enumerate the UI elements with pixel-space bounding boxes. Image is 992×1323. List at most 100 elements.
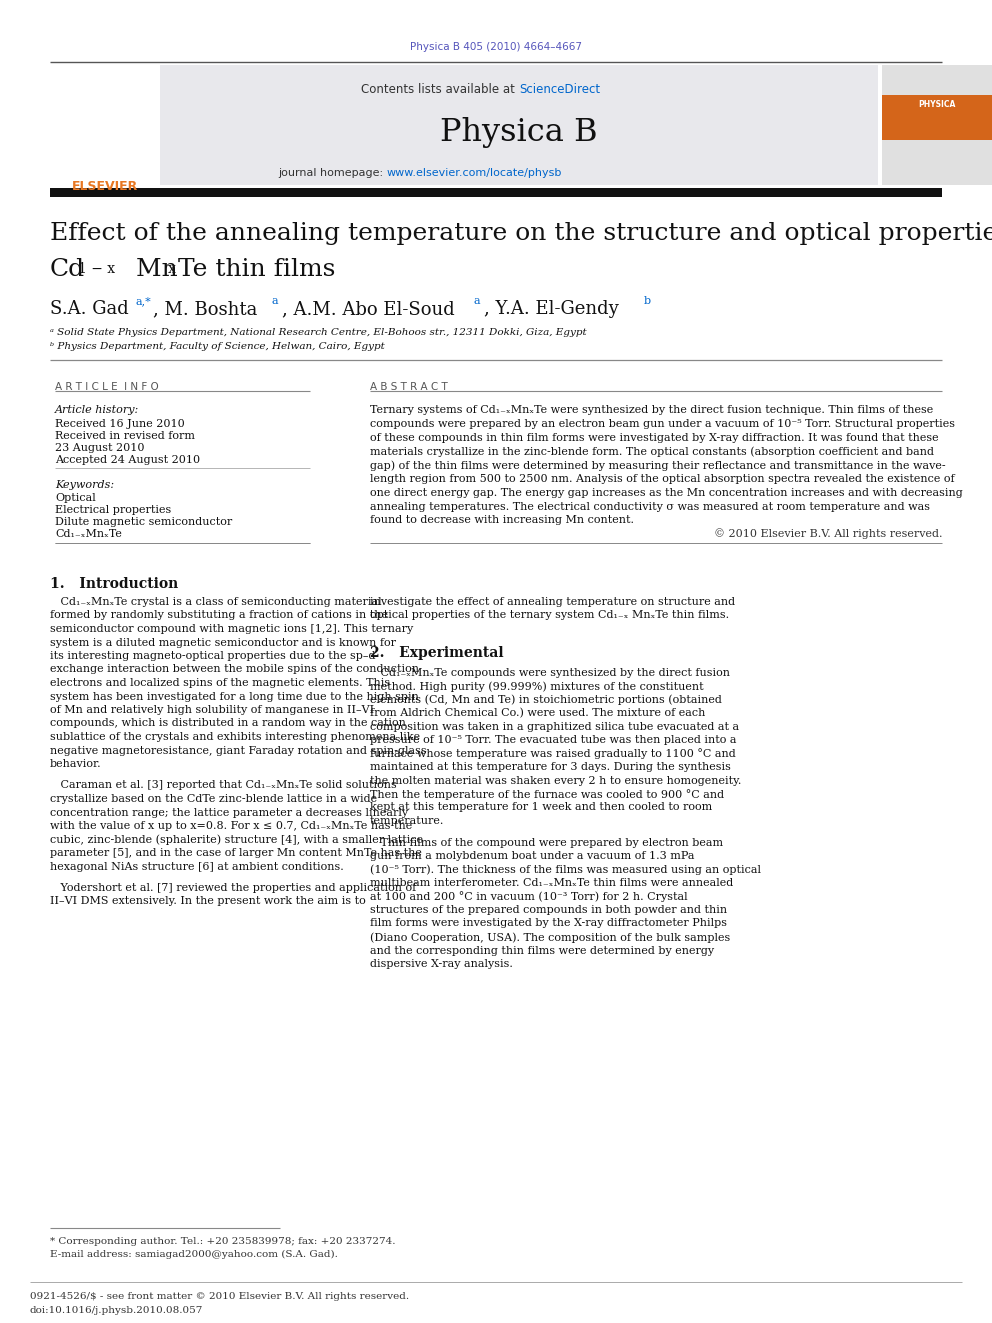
Text: of Mn and relatively high solubility of manganese in II–VI: of Mn and relatively high solubility of … — [50, 705, 374, 714]
Text: Contents lists available at: Contents lists available at — [361, 83, 519, 97]
Text: sublattice of the crystals and exhibits interesting phenomena like: sublattice of the crystals and exhibits … — [50, 732, 421, 742]
Text: at 100 and 200 °C in vacuum (10⁻³ Torr) for 2 h. Crystal: at 100 and 200 °C in vacuum (10⁻³ Torr) … — [370, 892, 687, 902]
Text: negative magnetoresistance, giant Faraday rotation and spin-glass: negative magnetoresistance, giant Farada… — [50, 745, 427, 755]
Text: pressure of 10⁻⁵ Torr. The evacuated tube was then placed into a: pressure of 10⁻⁵ Torr. The evacuated tub… — [370, 736, 736, 745]
Bar — [160, 65, 878, 185]
Text: Physica B 405 (2010) 4664–4667: Physica B 405 (2010) 4664–4667 — [410, 42, 582, 52]
Text: Thin films of the compound were prepared by electron beam: Thin films of the compound were prepared… — [370, 837, 723, 848]
Text: Received 16 June 2010: Received 16 June 2010 — [55, 419, 185, 429]
Bar — [50, 188, 942, 197]
Text: found to decrease with increasing Mn content.: found to decrease with increasing Mn con… — [370, 516, 634, 525]
Text: Cd₁₋ₓMnₓTe: Cd₁₋ₓMnₓTe — [55, 529, 122, 538]
Text: E-mail address: samiagad2000@yahoo.com (S.A. Gad).: E-mail address: samiagad2000@yahoo.com (… — [50, 1250, 338, 1259]
Text: the molten material was shaken every 2 h to ensure homogeneity.: the molten material was shaken every 2 h… — [370, 775, 741, 786]
Text: elements (Cd, Mn and Te) in stoichiometric portions (obtained: elements (Cd, Mn and Te) in stoichiometr… — [370, 695, 722, 705]
Bar — [50, 65, 160, 185]
Text: 0921-4526/$ - see front matter © 2010 Elsevier B.V. All rights reserved.: 0921-4526/$ - see front matter © 2010 El… — [30, 1293, 409, 1301]
Text: investigate the effect of annealing temperature on structure and: investigate the effect of annealing temp… — [370, 597, 735, 607]
Text: Received in revised form: Received in revised form — [55, 431, 195, 441]
Text: journal homepage:: journal homepage: — [279, 168, 387, 179]
Text: film forms were investigated by the X-ray diffractometer Philps: film forms were investigated by the X-ra… — [370, 918, 727, 929]
Text: compounds, which is distributed in a random way in the cation: compounds, which is distributed in a ran… — [50, 718, 406, 729]
Text: Physica B: Physica B — [440, 116, 598, 148]
Text: structures of the prepared compounds in both powder and thin: structures of the prepared compounds in … — [370, 905, 727, 916]
Text: Caraman et al. [3] reported that Cd₁₋ₓMnₓTe solid solutions: Caraman et al. [3] reported that Cd₁₋ₓMn… — [50, 781, 397, 791]
Text: Ternary systems of Cd₁₋ₓMnₓTe were synthesized by the direct fusion technique. T: Ternary systems of Cd₁₋ₓMnₓTe were synth… — [370, 405, 933, 415]
Text: (Diano Cooperation, USA). The composition of the bulk samples: (Diano Cooperation, USA). The compositio… — [370, 931, 730, 942]
Text: a,*: a,* — [135, 296, 151, 306]
Text: and the corresponding thin films were determined by energy: and the corresponding thin films were de… — [370, 946, 714, 955]
Text: ELSEVIER: ELSEVIER — [71, 180, 138, 193]
Bar — [882, 95, 992, 140]
Text: its interesting magneto-optical properties due to the sp–d: its interesting magneto-optical properti… — [50, 651, 376, 662]
Text: gap) of the thin films were determined by measuring their reflectance and transm: gap) of the thin films were determined b… — [370, 460, 945, 471]
Text: © 2010 Elsevier B.V. All rights reserved.: © 2010 Elsevier B.V. All rights reserved… — [713, 528, 942, 538]
Text: Te thin films: Te thin films — [178, 258, 335, 280]
Text: x: x — [168, 262, 176, 277]
Text: method. High purity (99.999%) mixtures of the constituent: method. High purity (99.999%) mixtures o… — [370, 681, 703, 692]
Text: kept at this temperature for 1 week and then cooled to room: kept at this temperature for 1 week and … — [370, 803, 712, 812]
Text: annealing temperatures. The electrical conductivity σ was measured at room tempe: annealing temperatures. The electrical c… — [370, 501, 930, 512]
Text: ScienceDirect: ScienceDirect — [519, 83, 600, 97]
Text: from Aldrich Chemical Co.) were used. The mixture of each: from Aldrich Chemical Co.) were used. Th… — [370, 708, 705, 718]
Text: materials crystallize in the zinc-blende form. The optical constants (absorption: materials crystallize in the zinc-blende… — [370, 446, 934, 456]
Text: A B S T R A C T: A B S T R A C T — [370, 382, 447, 392]
Text: Dilute magnetic semiconductor: Dilute magnetic semiconductor — [55, 517, 232, 527]
Text: multibeam interferometer. Cd₁₋ₓMnₓTe thin films were annealed: multibeam interferometer. Cd₁₋ₓMnₓTe thi… — [370, 878, 733, 888]
Text: ᵇ Physics Department, Faculty of Science, Helwan, Cairo, Egypt: ᵇ Physics Department, Faculty of Science… — [50, 343, 385, 351]
Text: semiconductor compound with magnetic ions [1,2]. This ternary: semiconductor compound with magnetic ion… — [50, 624, 414, 634]
Text: (10⁻⁵ Torr). The thickness of the films was measured using an optical: (10⁻⁵ Torr). The thickness of the films … — [370, 864, 761, 875]
Text: Cd: Cd — [50, 258, 85, 280]
Text: Accepted 24 August 2010: Accepted 24 August 2010 — [55, 455, 200, 464]
Text: furnace whose temperature was raised gradually to 1100 °C and: furnace whose temperature was raised gra… — [370, 749, 736, 759]
Text: system has been investigated for a long time due to the high spin: system has been investigated for a long … — [50, 692, 419, 701]
Text: PHYSICA: PHYSICA — [919, 101, 955, 108]
Text: length region from 500 to 2500 nm. Analysis of the optical absorption spectra re: length region from 500 to 2500 nm. Analy… — [370, 474, 954, 484]
Text: b: b — [644, 296, 651, 306]
Text: Yodershort et al. [7] reviewed the properties and application of: Yodershort et al. [7] reviewed the prope… — [50, 882, 417, 893]
Text: ᵃ Solid State Physics Department, National Research Centre, El-Bohoos str., 1231: ᵃ Solid State Physics Department, Nation… — [50, 328, 586, 337]
Text: a: a — [272, 296, 279, 306]
Text: Effect of the annealing temperature on the structure and optical properties of: Effect of the annealing temperature on t… — [50, 222, 992, 245]
Text: gun from a molybdenum boat under a vacuum of 1.3 mPa: gun from a molybdenum boat under a vacuu… — [370, 851, 694, 861]
Text: Cd₁₋ₓMnₓTe crystal is a class of semiconducting material: Cd₁₋ₓMnₓTe crystal is a class of semicon… — [50, 597, 382, 607]
Text: Then the temperature of the furnace was cooled to 900 °C and: Then the temperature of the furnace was … — [370, 789, 724, 800]
Text: hexagonal NiAs structure [6] at ambient conditions.: hexagonal NiAs structure [6] at ambient … — [50, 861, 344, 872]
Text: with the value of x up to x=0.8. For x ≤ 0.7, Cd₁₋ₓMnₓTe has the: with the value of x up to x=0.8. For x ≤… — [50, 822, 413, 831]
Text: parameter [5], and in the case of larger Mn content MnTe has the: parameter [5], and in the case of larger… — [50, 848, 422, 859]
Text: dispersive X-ray analysis.: dispersive X-ray analysis. — [370, 959, 513, 968]
Text: 1 − x: 1 − x — [78, 262, 115, 277]
Text: Mn: Mn — [128, 258, 178, 280]
Text: a: a — [474, 296, 481, 306]
Text: , Y.A. El-Gendy: , Y.A. El-Gendy — [484, 300, 619, 318]
Text: Optical: Optical — [55, 493, 96, 503]
Text: 1.   Introduction: 1. Introduction — [50, 577, 179, 591]
Text: S.A. Gad: S.A. Gad — [50, 300, 129, 318]
Text: temperature.: temperature. — [370, 816, 444, 826]
Text: doi:10.1016/j.physb.2010.08.057: doi:10.1016/j.physb.2010.08.057 — [30, 1306, 203, 1315]
Text: * Corresponding author. Tel.: +20 235839978; fax: +20 2337274.: * Corresponding author. Tel.: +20 235839… — [50, 1237, 396, 1246]
Text: Article history:: Article history: — [55, 405, 139, 415]
Text: , M. Boshta: , M. Boshta — [153, 300, 257, 318]
Text: electrons and localized spins of the magnetic elements. This: electrons and localized spins of the mag… — [50, 677, 390, 688]
Text: composition was taken in a graphitized silica tube evacuated at a: composition was taken in a graphitized s… — [370, 721, 739, 732]
Text: optical properties of the ternary system Cd₁₋ₓ MnₓTe thin films.: optical properties of the ternary system… — [370, 610, 729, 620]
Text: Keywords:: Keywords: — [55, 480, 114, 490]
Text: cubic, zinc-blende (sphalerite) structure [4], with a smaller lattice: cubic, zinc-blende (sphalerite) structur… — [50, 835, 424, 845]
Text: exchange interaction between the mobile spins of the conduction: exchange interaction between the mobile … — [50, 664, 419, 675]
Text: maintained at this temperature for 3 days. During the synthesis: maintained at this temperature for 3 day… — [370, 762, 731, 773]
Text: , A.M. Abo El-Soud: , A.M. Abo El-Soud — [282, 300, 454, 318]
Text: system is a diluted magnetic semiconductor and is known for: system is a diluted magnetic semiconduct… — [50, 638, 396, 647]
Text: Electrical properties: Electrical properties — [55, 505, 172, 515]
Text: 23 August 2010: 23 August 2010 — [55, 443, 145, 452]
Bar — [882, 65, 992, 185]
Text: crystallize based on the CdTe zinc-blende lattice in a wide: crystallize based on the CdTe zinc-blend… — [50, 794, 377, 804]
Text: A R T I C L E  I N F O: A R T I C L E I N F O — [55, 382, 159, 392]
Text: one direct energy gap. The energy gap increases as the Mn concentration increase: one direct energy gap. The energy gap in… — [370, 488, 963, 497]
Text: compounds were prepared by an electron beam gun under a vacuum of 10⁻⁵ Torr. Str: compounds were prepared by an electron b… — [370, 419, 955, 429]
Text: concentration range; the lattice parameter a decreases linearly: concentration range; the lattice paramet… — [50, 807, 408, 818]
Text: formed by randomly substituting a fraction of cations in the: formed by randomly substituting a fracti… — [50, 610, 388, 620]
Text: behavior.: behavior. — [50, 759, 101, 769]
Text: of these compounds in thin film forms were investigated by X-ray diffraction. It: of these compounds in thin film forms we… — [370, 433, 938, 443]
Text: www.elsevier.com/locate/physb: www.elsevier.com/locate/physb — [387, 168, 562, 179]
